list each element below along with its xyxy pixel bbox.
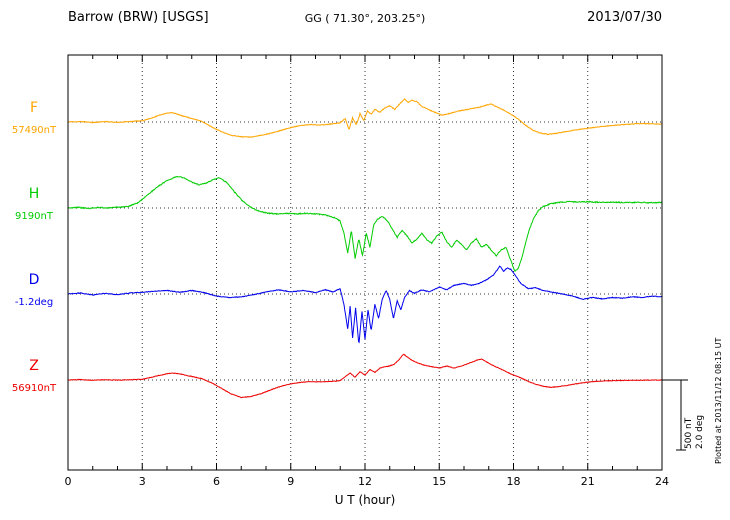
x-tick-label: 24: [655, 475, 669, 488]
x-tick-label: 3: [138, 475, 146, 488]
series-label-F: F: [29, 100, 39, 116]
x-tick-label: 12: [358, 475, 372, 488]
series-label-H: H: [28, 186, 40, 202]
series-label-Z: Z: [29, 358, 39, 374]
x-axis-label: U T (hour): [334, 493, 396, 507]
trace-D: [67, 265, 663, 344]
series-label-D: D: [28, 272, 40, 288]
series-baseline-value-D: -1.2deg: [14, 297, 54, 308]
scalebar-deg-label: 2.0 deg: [695, 414, 705, 449]
trace-F: [67, 97, 663, 139]
station-title: Barrow (BRW) [USGS]: [68, 10, 209, 25]
trace-Z: [67, 353, 663, 399]
series-baseline-value-Z: 56910nT: [11, 383, 57, 394]
x-tick-label: 15: [432, 475, 447, 488]
geo-coordinates: GG ( 71.30°, 203.25°): [304, 12, 426, 25]
trace-H: [67, 175, 663, 272]
x-tick-label: 9: [287, 475, 295, 488]
scalebar-nt-label: 500 nT: [684, 417, 694, 449]
plot-date: 2013/07/30: [587, 10, 662, 25]
x-tick-label: 18: [506, 475, 521, 488]
plot-border: [67, 54, 663, 471]
series-baseline-value-H: 9190nT: [15, 211, 53, 222]
x-tick-label: 21: [580, 475, 595, 488]
series-baseline-value-F: 57490nT: [11, 125, 57, 136]
x-tick-label: 0: [64, 475, 72, 488]
plotted-at-note: Plotted at 2013/11/12 08:15 UT: [714, 337, 723, 464]
x-tick-label: 6: [213, 475, 220, 488]
